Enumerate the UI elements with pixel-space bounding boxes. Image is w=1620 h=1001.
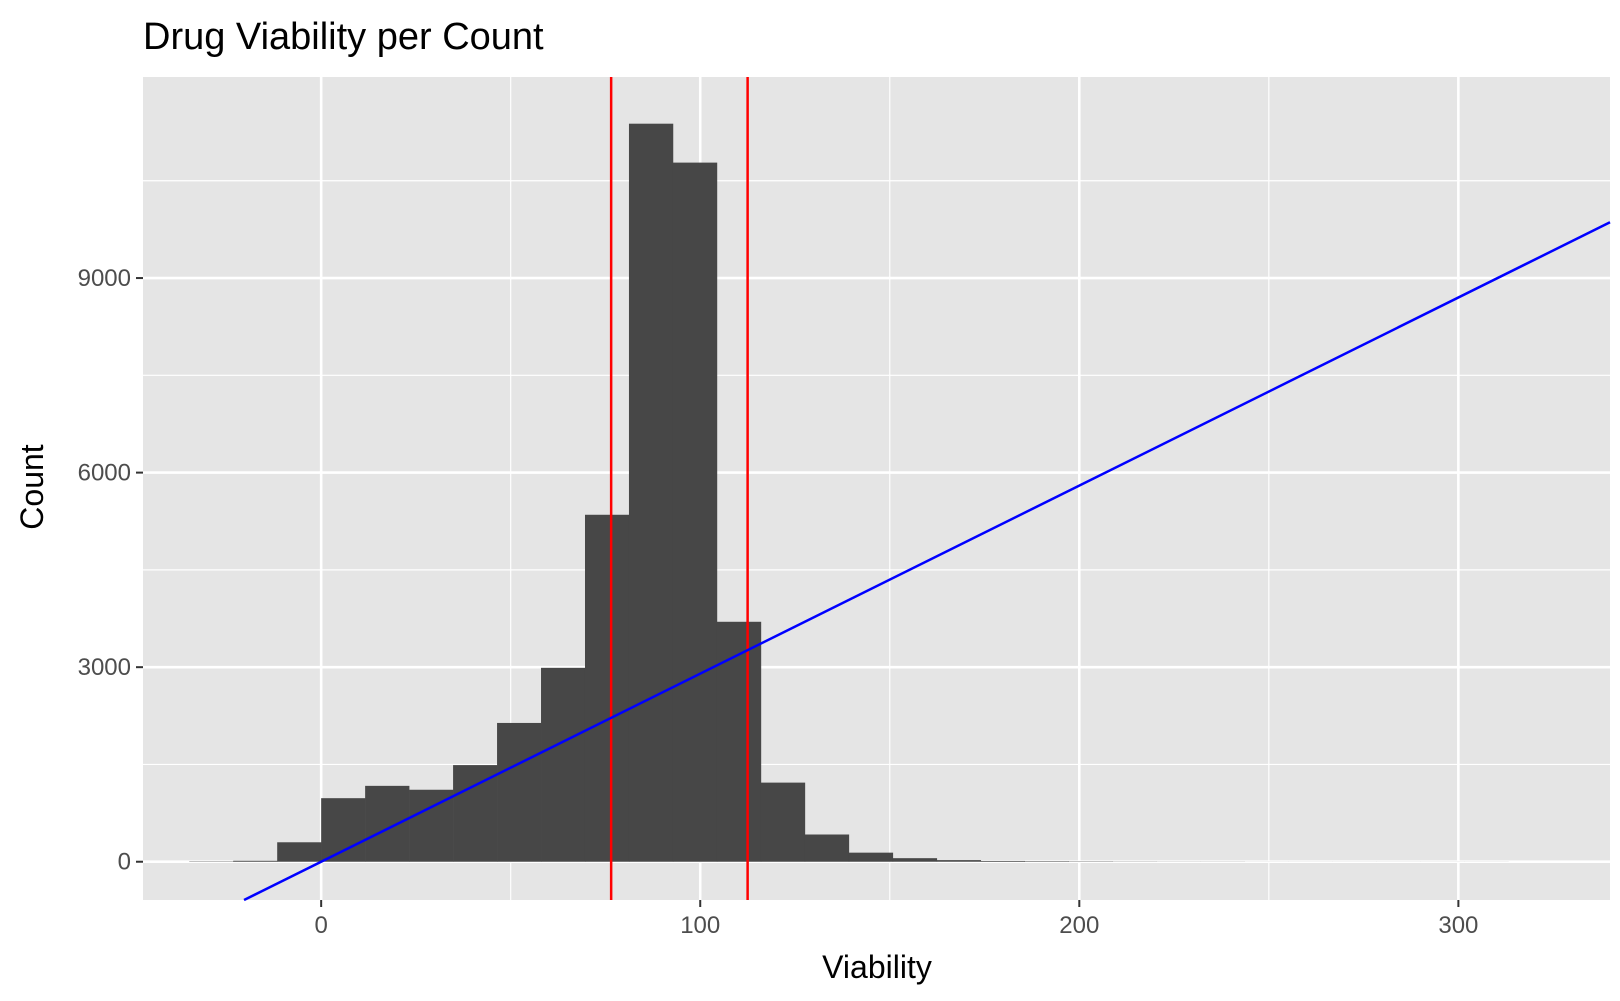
y-tick-label: 0 bbox=[118, 849, 131, 876]
histogram-bar bbox=[892, 858, 938, 862]
histogram-bar bbox=[584, 514, 630, 862]
x-tick-label: 100 bbox=[680, 912, 720, 939]
histogram-bar bbox=[409, 789, 454, 862]
histogram-bar bbox=[804, 834, 850, 862]
histogram-bar bbox=[672, 162, 718, 862]
grid-minor bbox=[143, 77, 1610, 900]
y-tick-label: 6000 bbox=[78, 460, 131, 487]
y-axis-title: Count bbox=[14, 444, 50, 530]
histogram-bars bbox=[189, 123, 1509, 862]
y-tick-label: 9000 bbox=[78, 265, 131, 292]
x-tick-label: 200 bbox=[1059, 912, 1099, 939]
histogram-bar bbox=[497, 722, 542, 862]
histogram-bar bbox=[1024, 861, 1069, 862]
x-tick-label: 0 bbox=[314, 912, 327, 939]
y-tick-label: 3000 bbox=[78, 654, 131, 681]
histogram-bar bbox=[716, 621, 762, 862]
histogram-bar bbox=[365, 785, 410, 862]
chart-title: Drug Viability per Count bbox=[143, 16, 544, 58]
histogram-bar bbox=[233, 860, 278, 862]
y-axis-ticks: 0 3000 6000 9000 bbox=[78, 265, 143, 876]
x-tick-label: 300 bbox=[1438, 912, 1478, 939]
histogram-bar bbox=[980, 860, 1026, 862]
histogram-bar bbox=[628, 123, 674, 862]
histogram-bar bbox=[848, 852, 894, 862]
reference-line bbox=[243, 221, 1611, 902]
histogram-bar bbox=[936, 860, 982, 862]
histogram-bar bbox=[277, 842, 322, 862]
x-axis-title: Viability bbox=[822, 949, 932, 985]
histogram-bar bbox=[453, 765, 498, 862]
vertical-lines bbox=[609, 77, 749, 900]
plot-panel bbox=[143, 77, 1610, 900]
x-axis-ticks: 0 100 200 300 bbox=[314, 900, 1478, 939]
histogram-bar bbox=[541, 667, 586, 862]
histogram-bar bbox=[321, 798, 366, 862]
histogram-bar bbox=[760, 782, 806, 862]
